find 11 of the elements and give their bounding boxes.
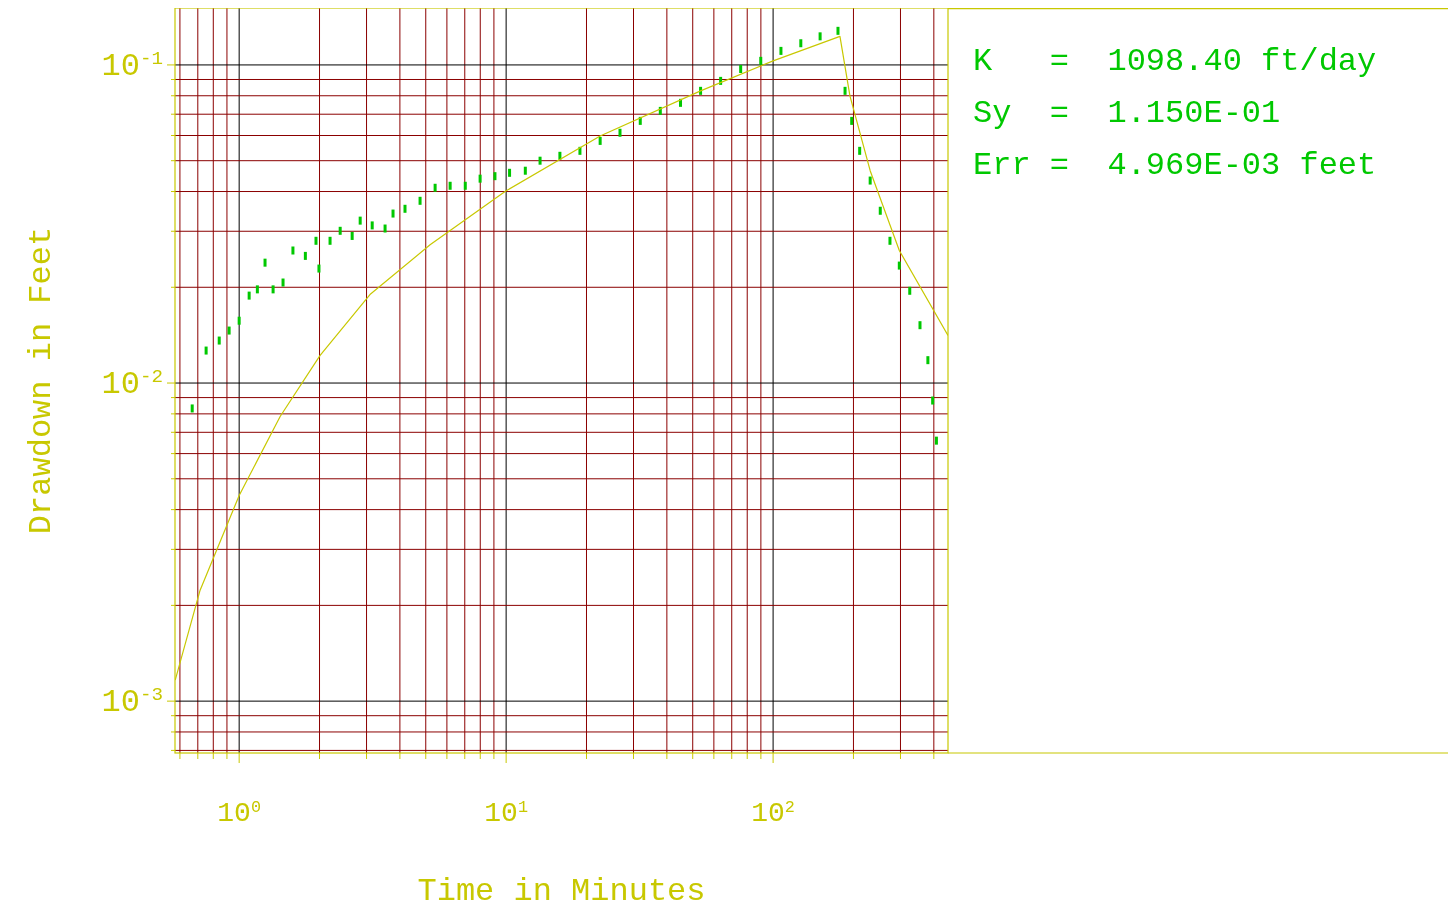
y-tick-label: 10$^{-3}$	[101, 684, 163, 722]
x-tick-label: 10$^{1}$	[484, 797, 528, 829]
text: Sy = 1.150E-01	[973, 95, 1281, 132]
x-axis-title: Time in Minutes	[417, 873, 706, 910]
y-tick-label: 10$^{-1}$	[101, 47, 163, 85]
x-tick-label: 10$^{2}$	[751, 797, 795, 829]
y-axis-title: Drawdown in Feet	[23, 226, 60, 535]
x-tick-label: 10$^{0}$	[217, 797, 261, 829]
text: Err = 4.969E-03 feet	[973, 147, 1377, 184]
text: K = 1098.40 ft/day	[973, 43, 1377, 80]
y-tick-label: 10$^{-2}$	[101, 366, 163, 404]
